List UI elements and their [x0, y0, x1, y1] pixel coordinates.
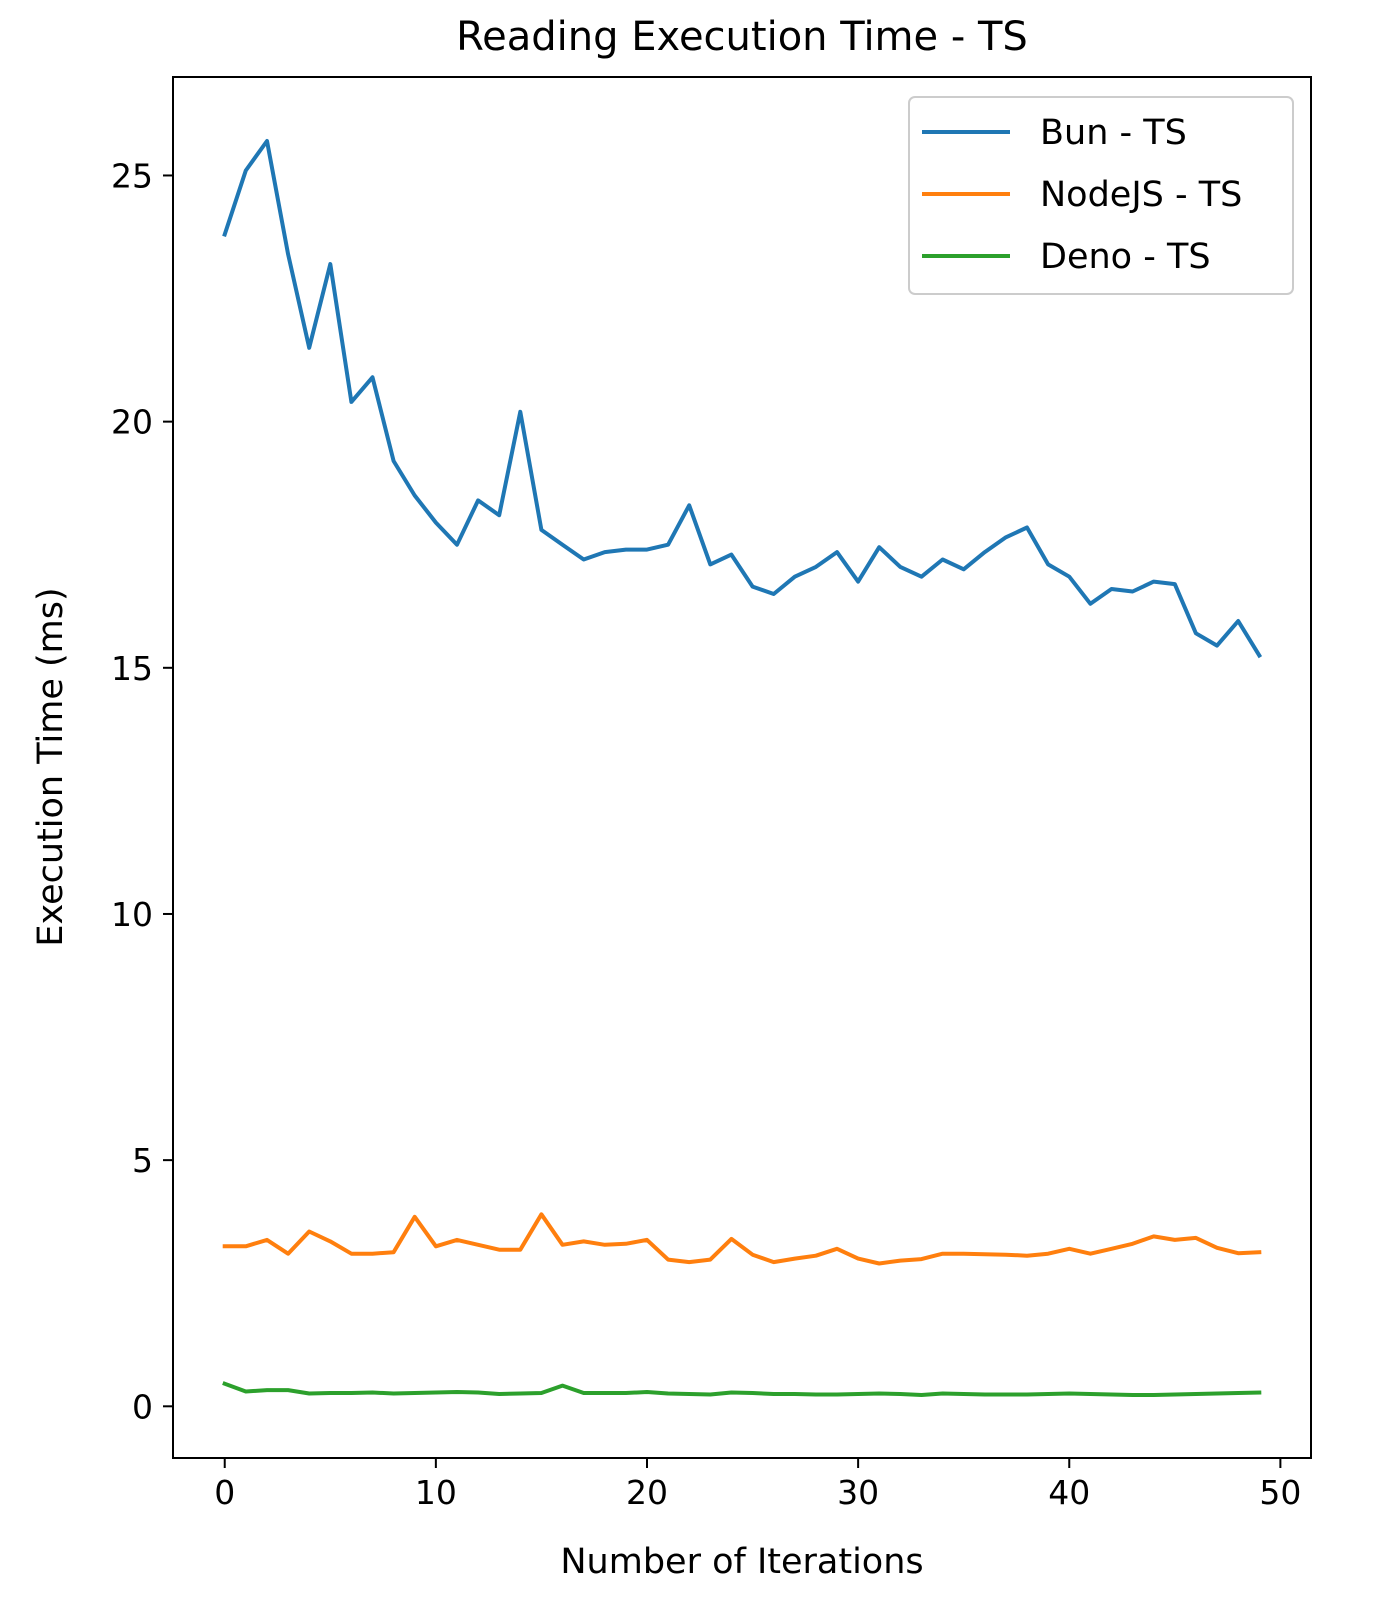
legend-label: Bun - TS — [1040, 113, 1187, 153]
y-tick-label: 0 — [132, 1387, 153, 1426]
x-tick-label: 0 — [214, 1473, 235, 1512]
series-line-bun-ts — [222, 139, 1263, 659]
x-tick-label: 50 — [1259, 1473, 1301, 1512]
x-tick-label: 30 — [837, 1473, 879, 1512]
series-line-deno-ts — [222, 1381, 1262, 1397]
y-tick-label: 20 — [111, 403, 153, 442]
series-layer — [222, 139, 1263, 1397]
x-tick-label: 40 — [1048, 1473, 1090, 1512]
x-tick-label: 10 — [415, 1473, 457, 1512]
legend-label: Deno - TS — [1040, 237, 1211, 277]
chart-title: Reading Execution Time - TS — [456, 14, 1028, 60]
y-axis-title: Execution Time (ms) — [31, 587, 71, 946]
x-axis: 0 10 20 30 40 50 — [214, 1458, 1301, 1512]
y-tick-label: 5 — [132, 1141, 153, 1180]
x-tick-label: 20 — [626, 1473, 668, 1512]
series-line-nodejs-ts — [222, 1212, 1262, 1266]
y-tick-label: 25 — [111, 156, 153, 195]
y-tick-label: 15 — [111, 649, 153, 688]
plot-frame — [172, 76, 1312, 1459]
legend-box — [908, 96, 1294, 295]
legend-label: NodeJS - TS — [1040, 175, 1242, 215]
y-tick-label: 10 — [111, 895, 153, 934]
legend: Bun - TS NodeJS - TS Deno - TS — [908, 96, 1294, 295]
x-axis-title: Number of Iterations — [560, 1542, 923, 1582]
y-axis: 0 5 10 15 20 25 — [111, 156, 173, 1426]
